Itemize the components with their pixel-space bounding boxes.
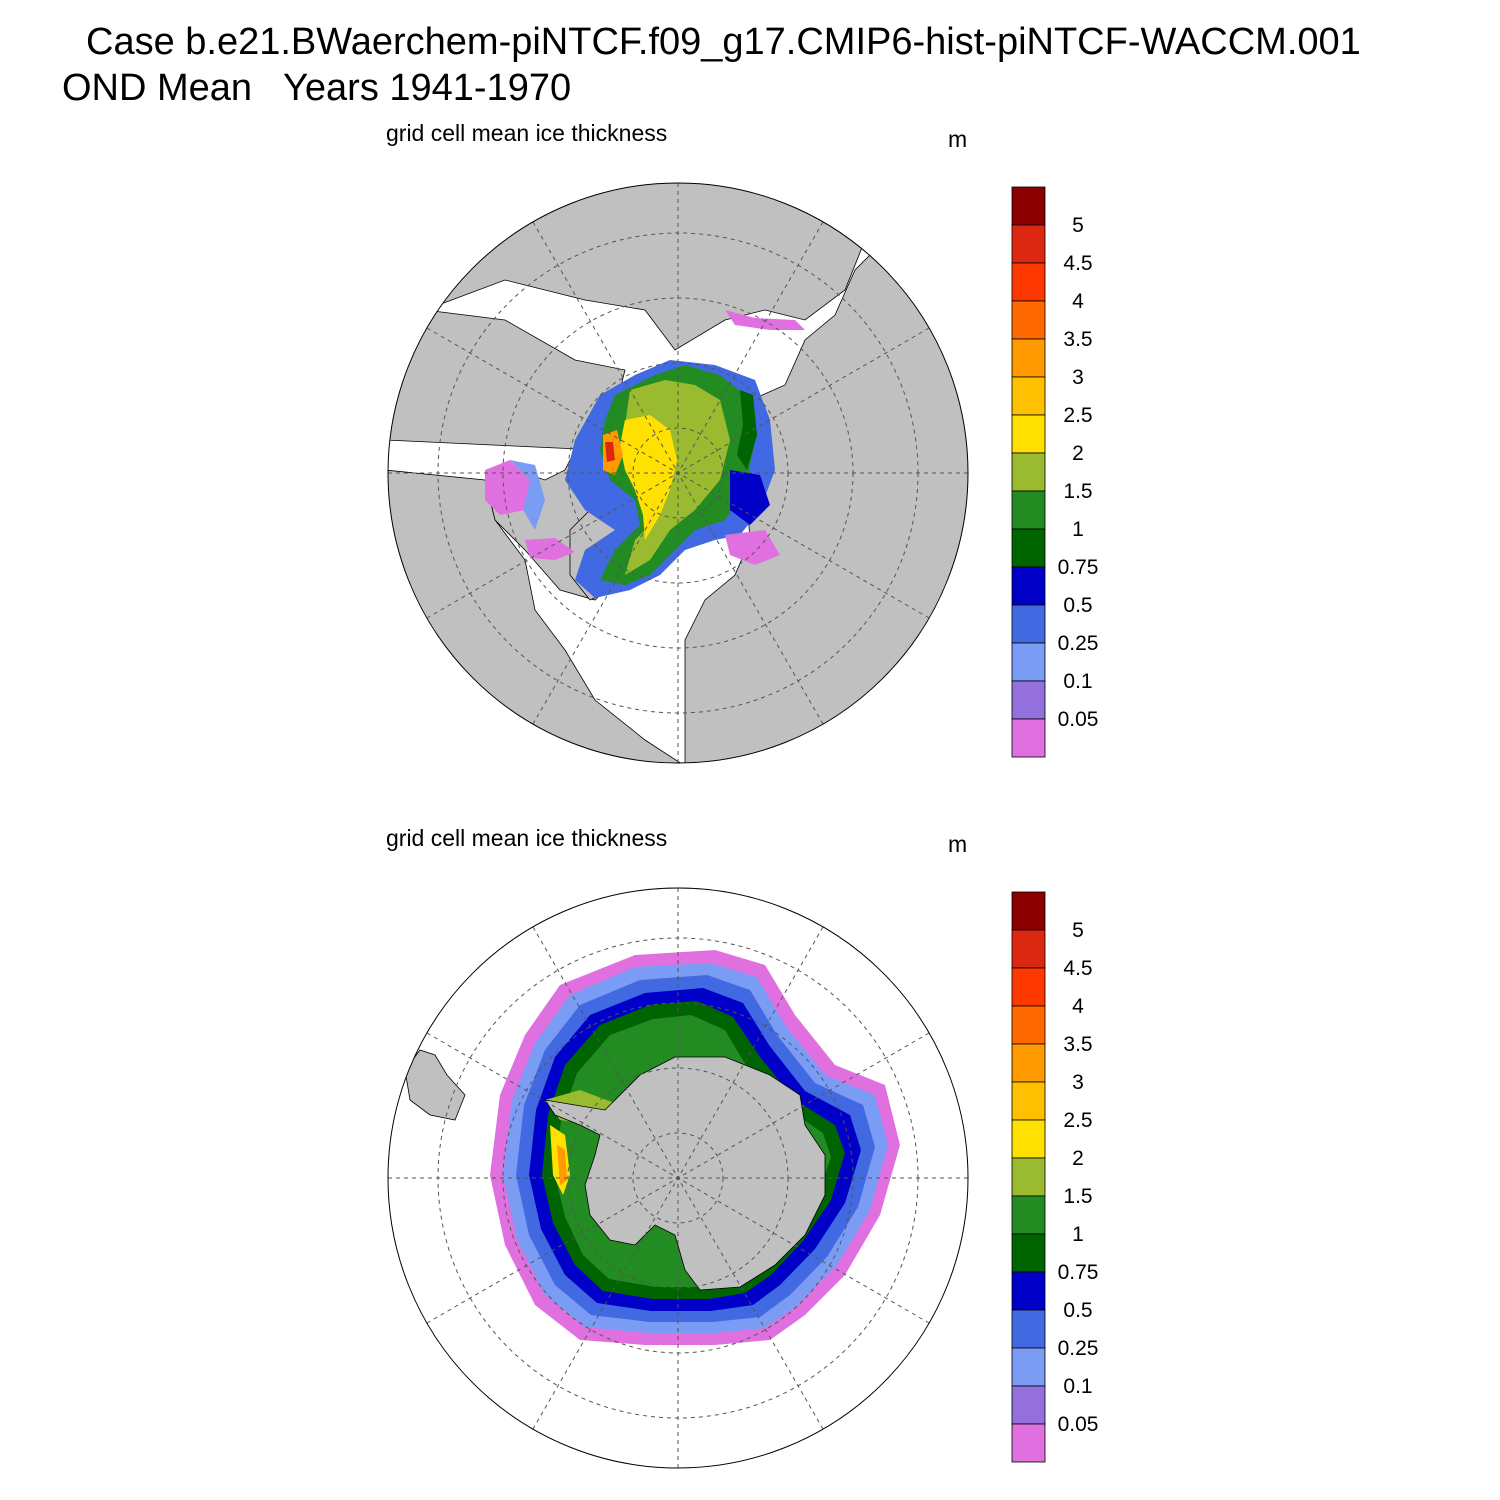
south-colorbar-label: 1.5 [1063, 1185, 1092, 1208]
north-colorbar-label: 0.25 [1058, 632, 1099, 655]
north-colorbar-box [1011, 718, 1046, 758]
north-colorbar-label: 0.5 [1063, 594, 1092, 617]
south-colorbar-box [1011, 1423, 1046, 1463]
south-colorbar-box [1011, 891, 1046, 931]
north-colorbar-box [1011, 604, 1046, 644]
south-colorbar-box [1011, 1081, 1046, 1121]
north-ice-red [605, 442, 615, 462]
south-colorbar-box [1011, 1347, 1046, 1387]
north-ice-bering-pink [725, 310, 805, 330]
south-colorbar-label: 5 [1072, 919, 1084, 942]
north-colorbar-label: 2 [1072, 442, 1084, 465]
colorbar-north: 0.05 0.1 0.25 0.5 0.75 1 1.5 2 2.5 3 3.5 4 4.5 5 [1011, 186, 1099, 758]
south-colorbar-box [1011, 1043, 1046, 1083]
north-colorbar-label: 0.1 [1063, 670, 1092, 693]
north-colorbar-box [1011, 224, 1046, 264]
north-ice-labrador-pink [525, 538, 575, 560]
north-graticule [388, 183, 968, 763]
north-colorbar-label: 1.5 [1063, 480, 1092, 503]
north-ice-hudson-pink [485, 460, 530, 515]
south-colorbar-box [1011, 1119, 1046, 1159]
north-colorbar-label: 0.05 [1058, 708, 1099, 731]
north-colorbar-box [1011, 186, 1046, 226]
south-map-border [387, 887, 969, 1469]
south-colorbar-label: 2 [1072, 1147, 1084, 1170]
south-colorbar-label: 0.75 [1058, 1261, 1099, 1284]
north-colorbar-label: 2.5 [1063, 404, 1092, 427]
south-colorbar-box [1011, 1195, 1046, 1235]
south-colorbar-label: 1 [1072, 1223, 1084, 1246]
north-colorbar-label: 3.5 [1063, 328, 1092, 351]
south-colorbar-label: 0.05 [1058, 1413, 1099, 1436]
units-label-north: m [948, 126, 968, 152]
south-colorbar-box [1011, 967, 1046, 1007]
north-colorbar-label: 1 [1072, 518, 1084, 541]
south-colorbar-label: 0.5 [1063, 1299, 1092, 1322]
south-graticule [388, 888, 968, 1468]
north-colorbar-label: 4 [1072, 290, 1084, 313]
south-ice-orange-peninsula [557, 1145, 567, 1185]
north-colorbar-box [1011, 642, 1046, 682]
north-colorbar-box [1011, 262, 1046, 302]
south-colorbar-box [1011, 1271, 1046, 1311]
north-colorbar-box [1011, 490, 1046, 530]
case-title: Case b.e21.BWaerchem-piNTCF.f09_g17.CMIP… [86, 21, 1361, 63]
south-polar-map [387, 887, 969, 1469]
north-colorbar-box [1011, 338, 1046, 378]
north-land-asia-top [424, 183, 866, 351]
south-colorbar-label: 4 [1072, 995, 1084, 1018]
panel-title-south: grid cell mean ice thickness [386, 825, 668, 851]
north-colorbar-box [1011, 300, 1046, 340]
south-colorbar-label: 0.1 [1063, 1375, 1092, 1398]
north-ice-dark-blue [730, 470, 770, 525]
north-colorbar-box [1011, 566, 1046, 606]
north-colorbar-box [1011, 528, 1046, 568]
north-colorbar-box [1011, 376, 1046, 416]
north-ice-barents-pink [725, 530, 780, 565]
north-colorbar-label: 3 [1072, 366, 1084, 389]
colorbar-south: 0.05 0.1 0.25 0.5 0.75 1 1.5 2 2.5 3 3.5 4 4.5 5 [1011, 891, 1099, 1463]
units-label-south: m [948, 831, 968, 857]
south-colorbar-label: 3.5 [1063, 1033, 1092, 1056]
south-land-south-america [404, 1049, 466, 1121]
north-colorbar-label: 4.5 [1063, 252, 1092, 275]
north-colorbar-label: 5 [1072, 214, 1084, 237]
north-map-border [387, 182, 969, 764]
south-colorbar-box [1011, 1157, 1046, 1197]
south-colorbar-box [1011, 929, 1046, 969]
south-colorbar-label: 2.5 [1063, 1109, 1092, 1132]
panel-title-north: grid cell mean ice thickness [386, 120, 668, 146]
north-ice-hudson-blue [510, 460, 545, 530]
north-polar-map [387, 182, 969, 764]
north-colorbar-box [1011, 414, 1046, 454]
south-colorbar-label: 4.5 [1063, 957, 1092, 980]
south-colorbar-box [1011, 1233, 1046, 1273]
south-colorbar-label: 3 [1072, 1071, 1084, 1094]
south-colorbar-label: 0.25 [1058, 1337, 1099, 1360]
north-ice-dark-green [737, 390, 757, 470]
north-colorbar-box [1011, 680, 1046, 720]
season-title: OND Mean Years 1941-1970 [62, 67, 572, 109]
south-colorbar-box [1011, 1385, 1046, 1425]
south-colorbar-box [1011, 1005, 1046, 1045]
north-colorbar-label: 0.75 [1058, 556, 1099, 579]
north-colorbar-box [1011, 452, 1046, 492]
south-colorbar-box [1011, 1309, 1046, 1349]
